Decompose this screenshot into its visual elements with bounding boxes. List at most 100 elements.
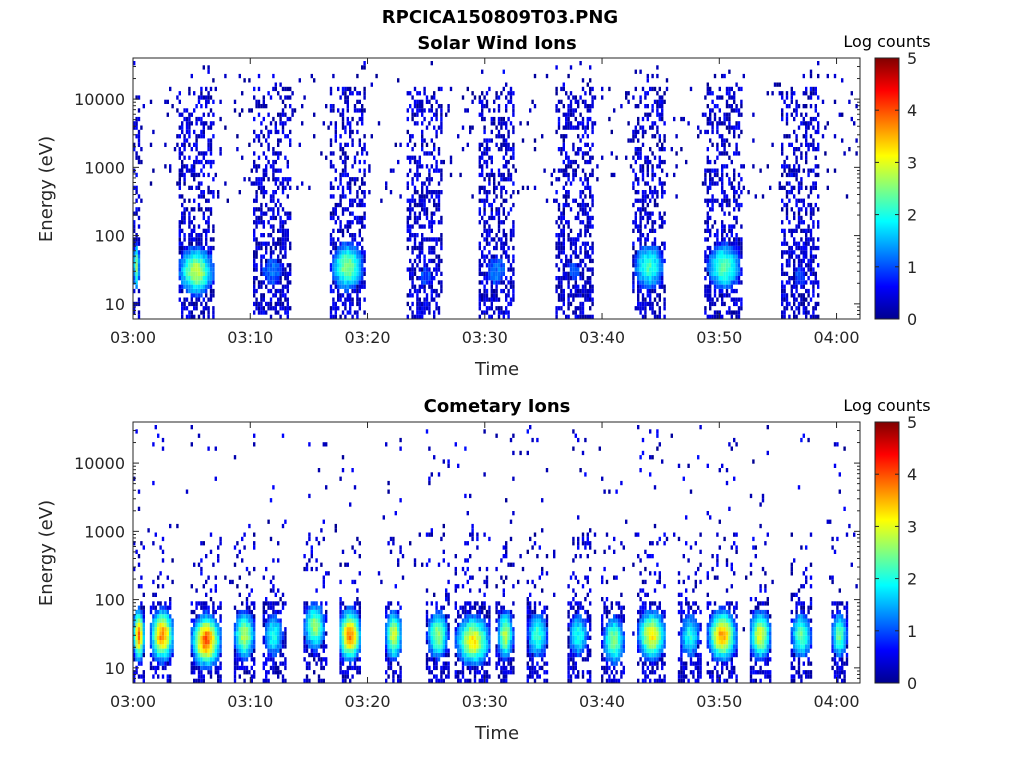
heatmap-cell: [721, 284, 724, 289]
heatmap-cell: [735, 314, 738, 319]
heatmap-cell: [781, 116, 784, 122]
heatmap-cell: [418, 99, 421, 104]
colorbar-tick-label: 3: [907, 153, 917, 172]
heatmap-cell: [349, 233, 352, 238]
heatmap-cell: [579, 194, 582, 199]
heatmap-cell: [728, 263, 731, 268]
heatmap-cell: [329, 108, 333, 113]
colorbar-gradient: [874, 57, 900, 320]
heatmap-cell: [265, 597, 268, 602]
heatmap-cell: [567, 220, 570, 225]
heatmap-cell: [202, 172, 205, 178]
heatmap-cell: [495, 267, 498, 272]
heatmap-cell: [257, 86, 261, 92]
heatmap-cell: [406, 301, 409, 307]
heatmap-cell: [274, 215, 277, 221]
heatmap-cell: [663, 306, 666, 311]
heatmap-cell: [178, 185, 181, 190]
heatmap-cell: [740, 177, 743, 182]
heatmap-cell: [481, 99, 484, 104]
heatmap-cell: [178, 267, 181, 272]
heatmap-cell: [581, 276, 585, 281]
heatmap-cell: [269, 258, 273, 264]
heatmap-cell: [805, 207, 808, 212]
heatmap-cell: [140, 541, 143, 546]
heatmap-cell: [425, 215, 429, 221]
heatmap-cell: [334, 202, 337, 208]
heatmap-cell: [250, 674, 253, 679]
heatmap-cell: [272, 588, 275, 593]
heatmap-cell: [783, 237, 786, 242]
heatmap-cell: [425, 95, 429, 100]
heatmap-cell: [435, 129, 438, 135]
heatmap-cell: [428, 301, 431, 307]
heatmap-cell: [704, 177, 707, 182]
heatmap-cell: [560, 215, 563, 221]
heatmap-cell: [577, 147, 580, 152]
heatmap-cell: [591, 241, 594, 246]
heatmap-cell: [711, 254, 714, 259]
heatmap-cell: [135, 211, 138, 216]
heatmap-cell: [133, 631, 136, 636]
heatmap-cell: [329, 237, 333, 242]
heatmap-cell: [495, 142, 498, 147]
heatmap-cell: [140, 618, 143, 623]
heatmap-cell: [485, 293, 489, 298]
heatmap-cell: [411, 116, 414, 122]
heatmap-cell: [418, 241, 421, 246]
heatmap-cell: [341, 168, 345, 173]
heatmap-cell: [733, 280, 736, 285]
heatmap-cell: [193, 678, 196, 683]
heatmap-cell: [502, 228, 505, 233]
heatmap-cell: [253, 250, 256, 255]
heatmap-cell: [469, 125, 472, 130]
heatmap-cell: [286, 297, 289, 302]
heatmap-cell: [154, 657, 157, 662]
heatmap-cell: [341, 250, 345, 255]
heatmap-cell: [485, 310, 489, 315]
heatmap-cell: [533, 185, 537, 190]
heatmap-cell: [478, 258, 481, 264]
heatmap-cell: [260, 177, 263, 182]
heatmap-cell: [209, 614, 213, 619]
heatmap-cell: [344, 164, 347, 169]
heatmap-cell: [164, 614, 167, 619]
heatmap-cell: [661, 116, 664, 122]
heatmap-cell: [706, 293, 709, 298]
heatmap-cell: [195, 288, 198, 294]
heatmap-cell: [301, 104, 304, 109]
heatmap-cell: [781, 310, 784, 315]
heatmap-cell: [577, 293, 580, 298]
heatmap-cell: [644, 250, 647, 255]
heatmap-cell: [241, 644, 244, 649]
heatmap-cell: [495, 207, 498, 212]
heatmap-cell: [706, 314, 709, 319]
heatmap-cell: [805, 134, 808, 139]
heatmap-cell: [257, 138, 261, 143]
heatmap-cell: [339, 271, 342, 276]
heatmap-cell: [178, 228, 181, 233]
heatmap-cell: [193, 142, 196, 147]
heatmap-cell: [339, 245, 342, 251]
heatmap-cell: [709, 228, 712, 233]
heatmap-cell: [238, 614, 241, 619]
heatmap-cell: [809, 297, 813, 302]
heatmap-cell: [243, 618, 246, 623]
heatmap-cell: [272, 228, 275, 233]
heatmap-cell: [428, 181, 431, 186]
heatmap-cell: [728, 86, 731, 92]
heatmap-cell: [207, 284, 210, 289]
heatmap-cell: [478, 241, 481, 246]
heatmap-cell: [212, 314, 215, 319]
heatmap-cell: [267, 644, 270, 649]
heatmap-cell: [826, 73, 829, 79]
heatmap-cell: [207, 258, 210, 264]
heatmap-cell: [413, 190, 417, 195]
heatmap-cell: [663, 134, 666, 139]
heatmap-cell: [641, 258, 645, 264]
heatmap-cell: [157, 635, 160, 640]
heatmap-cell: [735, 280, 738, 285]
heatmap-cell: [785, 172, 789, 178]
heatmap-cell: [212, 190, 215, 195]
heatmap-cell: [481, 69, 484, 74]
